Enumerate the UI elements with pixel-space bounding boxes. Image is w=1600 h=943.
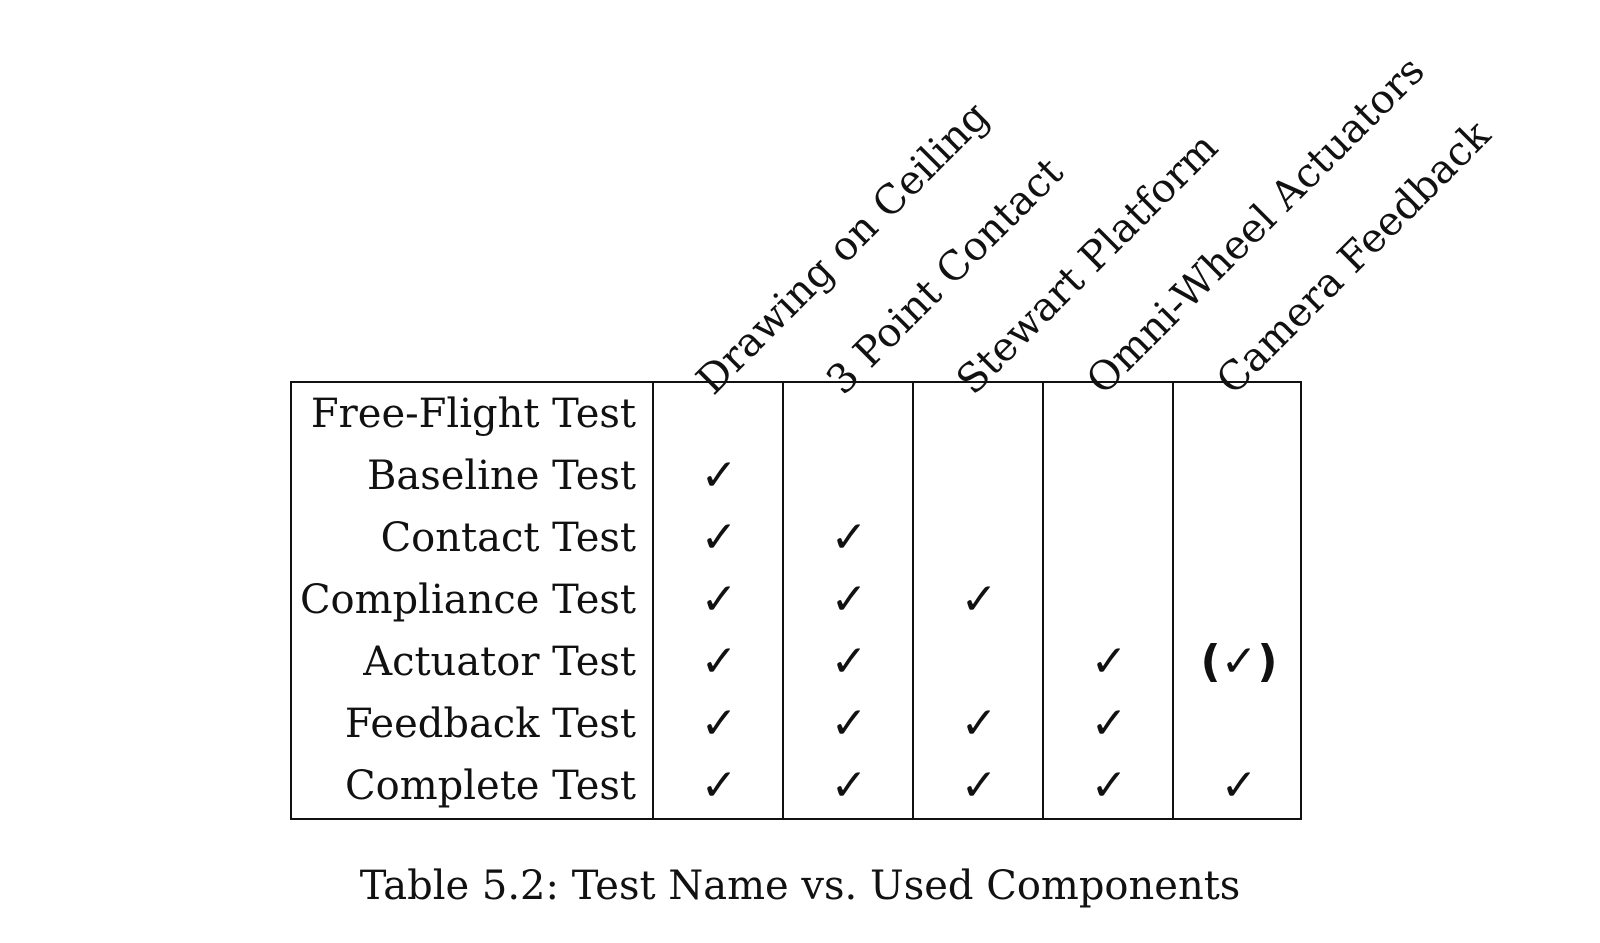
check-mark: ✓	[1090, 698, 1128, 749]
row-label-compliance-test: Compliance Test	[299, 577, 636, 623]
check-mark: ✓	[700, 450, 738, 501]
check-mark: ✓	[960, 698, 998, 749]
row-label-baseline-test: Baseline Test	[366, 453, 636, 499]
optional-check-mark: (✓)	[1200, 636, 1278, 687]
check-mark: ✓	[830, 512, 868, 563]
column-divider	[1172, 383, 1174, 818]
table-caption: Table 5.2: Test Name vs. Used Components	[359, 863, 1241, 909]
check-mark: ✓	[830, 574, 868, 625]
column-divider	[912, 383, 914, 818]
check-mark: ✓	[1220, 760, 1258, 811]
check-mark: ✓	[700, 760, 738, 811]
check-mark: ✓	[830, 760, 868, 811]
row-label-contact-test: Contact Test	[380, 515, 636, 561]
column-divider	[652, 383, 654, 818]
check-mark: ✓	[960, 760, 998, 811]
check-mark: ✓	[1090, 760, 1128, 811]
column-header-3-point-contact: 3 Point Contact	[817, 149, 1073, 404]
check-mark: ✓	[700, 636, 738, 687]
row-label-complete-test: Complete Test	[345, 763, 636, 809]
row-label-free-flight-test: Free-Flight Test	[310, 391, 636, 437]
check-mark: ✓	[830, 698, 868, 749]
check-mark: ✓	[700, 512, 738, 563]
check-mark: ✓	[960, 574, 998, 625]
test-components-table: Free-Flight Test Baseline Test ✓ Contact…	[290, 381, 1302, 820]
check-mark: ✓	[700, 698, 738, 749]
check-mark: ✓	[830, 636, 868, 687]
row-label-actuator-test: Actuator Test	[363, 639, 636, 685]
column-divider	[782, 383, 784, 818]
check-mark: ✓	[700, 574, 738, 625]
row-label-feedback-test: Feedback Test	[344, 701, 636, 747]
column-divider	[1042, 383, 1044, 818]
check-mark: ✓	[1090, 636, 1128, 687]
